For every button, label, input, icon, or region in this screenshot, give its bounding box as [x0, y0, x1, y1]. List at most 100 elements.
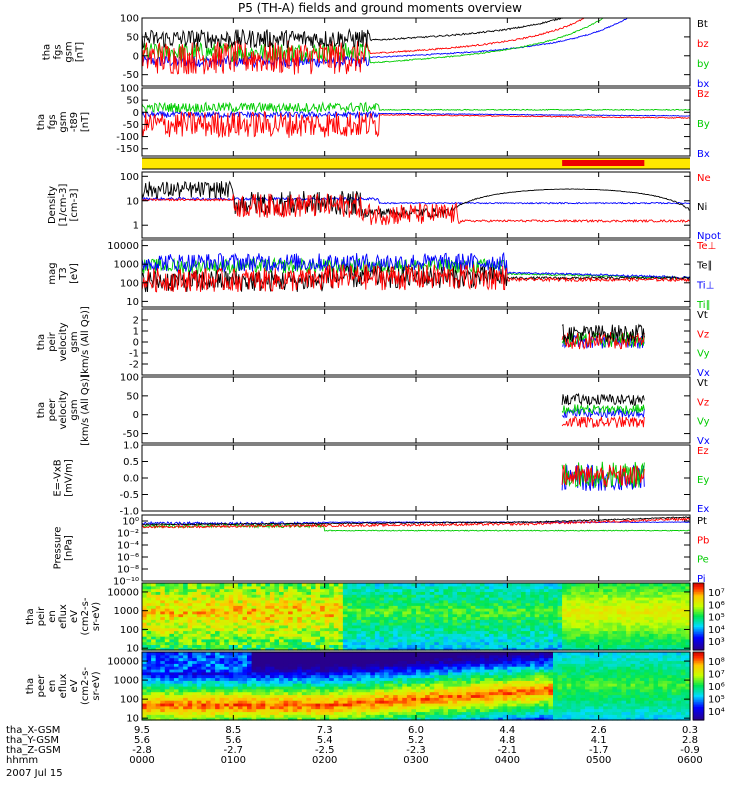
spectrogram-cell: [183, 616, 189, 620]
spectrogram-cell: [274, 610, 280, 615]
spectrogram-cell: [534, 585, 540, 590]
spectrogram-cell: [452, 599, 458, 604]
spectrogram-cell: [151, 647, 157, 651]
spectrogram-cell: [425, 657, 431, 662]
spectrogram-cell: [443, 622, 449, 626]
spectrogram-cell: [671, 599, 677, 604]
spectrogram-cell: [416, 638, 422, 643]
y-tick-label: 10000: [107, 587, 139, 598]
spectrogram-cell: [594, 610, 600, 615]
spectrogram-cell: [215, 641, 221, 645]
spectrogram-cell: [393, 630, 399, 634]
spectrogram-cell: [548, 608, 554, 612]
series-pb: [141, 517, 691, 529]
spectrogram-cell: [370, 680, 376, 684]
spectrogram-cell: [352, 652, 358, 656]
spectrogram-cell: [671, 644, 677, 648]
spectrogram-cell: [397, 622, 403, 626]
spectrogram-cell: [228, 717, 234, 721]
spectrogram-cell: [315, 591, 321, 595]
spectrogram-cell: [183, 660, 189, 664]
spectrogram-cell: [612, 599, 618, 604]
spectrogram-cell: [146, 683, 152, 687]
spectrogram-cell: [320, 608, 326, 612]
spectrogram-cell: [648, 597, 655, 601]
spectrogram-cell: [265, 622, 271, 626]
spectrogram-cell: [260, 588, 266, 592]
spectrogram-cell: [269, 714, 276, 718]
spectrogram-cell: [155, 652, 161, 656]
spectrogram-cell: [466, 717, 472, 721]
spectrogram-cell: [338, 602, 344, 606]
spectrogram-cell: [516, 599, 522, 604]
spectrogram-cell: [589, 622, 595, 626]
spectrogram-cell: [411, 633, 417, 637]
spectrogram-cell: [493, 608, 499, 612]
spectrogram-cell: [201, 669, 207, 673]
spectrogram-cell: [425, 636, 431, 640]
spectrogram-cell: [457, 711, 463, 715]
spectrogram-cell: [269, 636, 276, 640]
spectrogram-cell: [365, 654, 371, 659]
spectrogram-cell: [146, 641, 152, 645]
spectrogram-cell: [301, 638, 307, 643]
spectrogram-cell: [324, 638, 330, 643]
spectrogram-cell: [228, 700, 234, 704]
spectrogram-cell: [466, 599, 472, 604]
spectrogram-cell: [187, 594, 193, 598]
spectrogram-cell: [635, 630, 641, 634]
spectrogram-cell: [489, 583, 495, 587]
spectrogram-cell: [489, 619, 495, 623]
spectrogram-cell: [297, 663, 303, 667]
spectrogram-cell: [301, 633, 307, 637]
spectrogram-cell: [174, 683, 180, 687]
spectrogram-cell: [461, 657, 467, 662]
spectrogram-cell: [406, 644, 413, 648]
spectrogram-cell: [420, 654, 426, 659]
spectrogram-cell: [434, 610, 440, 615]
spectrogram-cell: [320, 588, 326, 592]
spectrogram-cell: [151, 717, 157, 721]
spectrogram-cell: [411, 669, 417, 673]
spectrogram-cell: [142, 630, 148, 634]
spectrogram-cell: [580, 602, 586, 606]
spectrogram-cell: [333, 597, 339, 601]
spectrogram-cell: [219, 585, 225, 590]
spectrogram-cell: [356, 630, 362, 634]
spectrogram-cell: [374, 708, 381, 713]
spectrogram-cell: [534, 619, 540, 623]
spectrogram-cell: [393, 663, 399, 667]
spectrogram-cell: [311, 677, 317, 681]
spectrogram-cell: [658, 585, 664, 590]
spectrogram-cell: [192, 610, 198, 615]
spectrogram-cell: [498, 594, 504, 598]
spectrogram-cell: [247, 717, 253, 721]
spectrogram-cell: [196, 671, 202, 676]
spectrogram-cell: [292, 703, 298, 707]
spectrogram-cell: [420, 688, 426, 693]
spectrogram-cell: [493, 636, 499, 640]
spectrogram-cell: [160, 605, 166, 609]
spectrogram-cell: [370, 677, 376, 681]
spectrogram-cell: [680, 633, 687, 637]
spectrogram-cell: [443, 669, 449, 673]
spectrogram-cell: [603, 602, 609, 606]
spectrogram-cell: [142, 708, 148, 713]
spectrogram-cell: [265, 717, 271, 721]
spectrogram-cell: [306, 624, 312, 629]
spectrogram-cell: [146, 674, 152, 679]
spectrogram-cell: [644, 602, 650, 606]
spectrogram-cell: [192, 686, 198, 690]
spectrogram-cell: [320, 616, 326, 620]
spectrogram-cell: [493, 583, 499, 587]
spectrogram-cell: [384, 602, 390, 606]
spectrogram-cell: [215, 644, 221, 648]
spectrogram-cell: [365, 630, 371, 634]
spectrogram-cell: [630, 622, 636, 626]
spectrogram-cell: [356, 674, 362, 679]
spectrogram-cell: [279, 585, 285, 590]
spectrogram-cell: [416, 686, 422, 690]
spectrogram-cell: [648, 602, 655, 606]
spectrogram-cell: [466, 636, 472, 640]
spectrogram-cell: [187, 691, 193, 696]
